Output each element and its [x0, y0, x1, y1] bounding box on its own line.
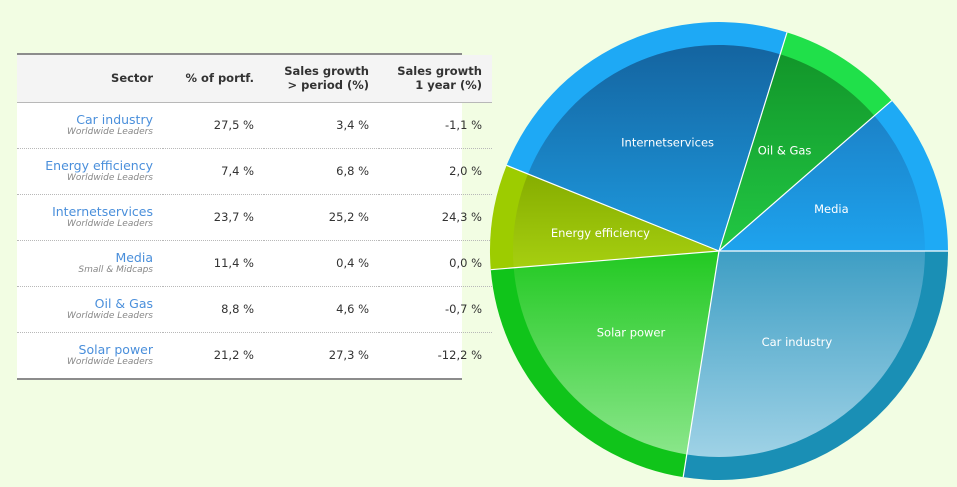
pie-slice-divider [506, 164, 720, 252]
sector-link[interactable]: Energy efficiency [45, 158, 153, 173]
pie-slice-media[interactable] [719, 115, 925, 252]
pie-slice-oil-gas[interactable] [719, 54, 875, 251]
sector-link[interactable]: Car industry [76, 112, 153, 127]
sales-period-cell: 0,4 % [336, 256, 369, 270]
pie-slice-solar-power[interactable] [513, 251, 719, 455]
sector-cell: Car industry Worldwide Leaders [17, 102, 163, 148]
table-row: Energy efficiency Worldwide Leaders 7,4 … [17, 148, 492, 194]
sales-period-cell: 3,4 % [336, 118, 369, 132]
pie-label-solar-power: Solar power [597, 326, 666, 340]
sector-subtitle: Worldwide Leaders [67, 173, 153, 183]
sales-year-cell: -1,1 % [444, 118, 482, 132]
sector-link[interactable]: Oil & Gas [94, 296, 153, 311]
table-header-row: Sector % of portf. Sales growth > period… [17, 55, 492, 102]
pie-label-oil-gas: Oil & Gas [758, 144, 812, 158]
pie-chart-container: Car industry Solar power Energy efficiency… [485, 5, 957, 487]
sales-year-cell: 2,0 % [449, 164, 482, 178]
sales-year-cell: 0,0 % [449, 256, 482, 270]
pie-chart: Car industry Solar power Energy efficiency… [489, 22, 948, 480]
pie-label-media: Media [814, 202, 849, 216]
pie-label-internetservices: Internetservices [621, 136, 714, 150]
pie-slice-internetservices[interactable] [527, 45, 781, 251]
sales-period-cell: 4,6 % [336, 302, 369, 316]
header-sales-growth-year-line2: 1 year (%) [415, 78, 482, 93]
pie-slice-energy-efficiency[interactable] [513, 173, 719, 268]
sector-table: Sector % of portf. Sales growth > period… [17, 55, 492, 378]
pie-slice-divider [490, 250, 720, 271]
sector-cell: Media Small & Midcaps [17, 240, 163, 286]
sector-cell: Internetservices Worldwide Leaders [17, 194, 163, 240]
pie-slice-car-industry[interactable] [686, 251, 925, 457]
pct-cell: 11,4 % [213, 256, 254, 270]
header-sales-growth-year[interactable]: Sales growth 1 year (%) [379, 55, 492, 102]
table-row: Internetservices Worldwide Leaders 23,7 … [17, 194, 492, 240]
sector-cell: Energy efficiency Worldwide Leaders [17, 148, 163, 194]
table-row: Solar power Worldwide Leaders 21,2 % 27,… [17, 332, 492, 378]
sector-link[interactable]: Internetservices [52, 204, 153, 219]
pct-cell: 27,5 % [213, 118, 254, 132]
pie-label-energy-efficiency: Energy efficiency [551, 226, 650, 240]
header-sector[interactable]: Sector [111, 71, 153, 86]
header-sales-growth-period-line1: Sales growth [284, 64, 369, 79]
pie-label-car-industry: Car industry [762, 335, 833, 349]
sector-subtitle: Worldwide Leaders [67, 219, 153, 229]
sector-link[interactable]: Solar power [78, 342, 153, 358]
table-row: Media Small & Midcaps 11,4 % 0,4 % 0,0 % [17, 240, 492, 286]
sales-period-cell: 6,8 % [336, 164, 369, 178]
header-pct-of-portfolio[interactable]: % of portf. [185, 71, 254, 86]
sales-year-cell: 24,3 % [441, 210, 482, 224]
header-sales-growth-period-line2: > period (%) [287, 78, 369, 93]
sector-table-panel: Sector % of portf. Sales growth > period… [17, 53, 492, 380]
sector-subtitle: Worldwide Leaders [67, 357, 153, 368]
sector-cell: Solar power Worldwide Leaders [17, 332, 163, 378]
pct-cell: 8,8 % [221, 302, 254, 316]
pie-slice-divider [718, 32, 788, 252]
pct-cell: 23,7 % [213, 210, 254, 224]
sales-period-cell: 27,3 % [328, 348, 369, 363]
pie-slice-divider [718, 100, 893, 252]
table-row: Oil & Gas Worldwide Leaders 8,8 % 4,6 % … [17, 286, 492, 332]
sales-period-cell: 25,2 % [328, 210, 369, 224]
sector-cell: Oil & Gas Worldwide Leaders [17, 286, 163, 332]
pie-slice-divider [682, 250, 720, 478]
table-row: Car industry Worldwide Leaders 27,5 % 3,… [17, 102, 492, 148]
sector-subtitle: Worldwide Leaders [67, 311, 153, 321]
sales-year-cell: -12,2 % [437, 348, 482, 363]
sector-subtitle: Small & Midcaps [78, 265, 153, 275]
header-sales-growth-period[interactable]: Sales growth > period (%) [264, 55, 379, 102]
sales-year-cell: -0,7 % [444, 302, 482, 316]
pct-cell: 7,4 % [221, 164, 254, 178]
sector-subtitle: Worldwide Leaders [67, 127, 153, 137]
pct-cell: 21,2 % [213, 348, 254, 363]
sector-link[interactable]: Media [115, 250, 153, 265]
header-sales-growth-year-line1: Sales growth [397, 64, 482, 79]
